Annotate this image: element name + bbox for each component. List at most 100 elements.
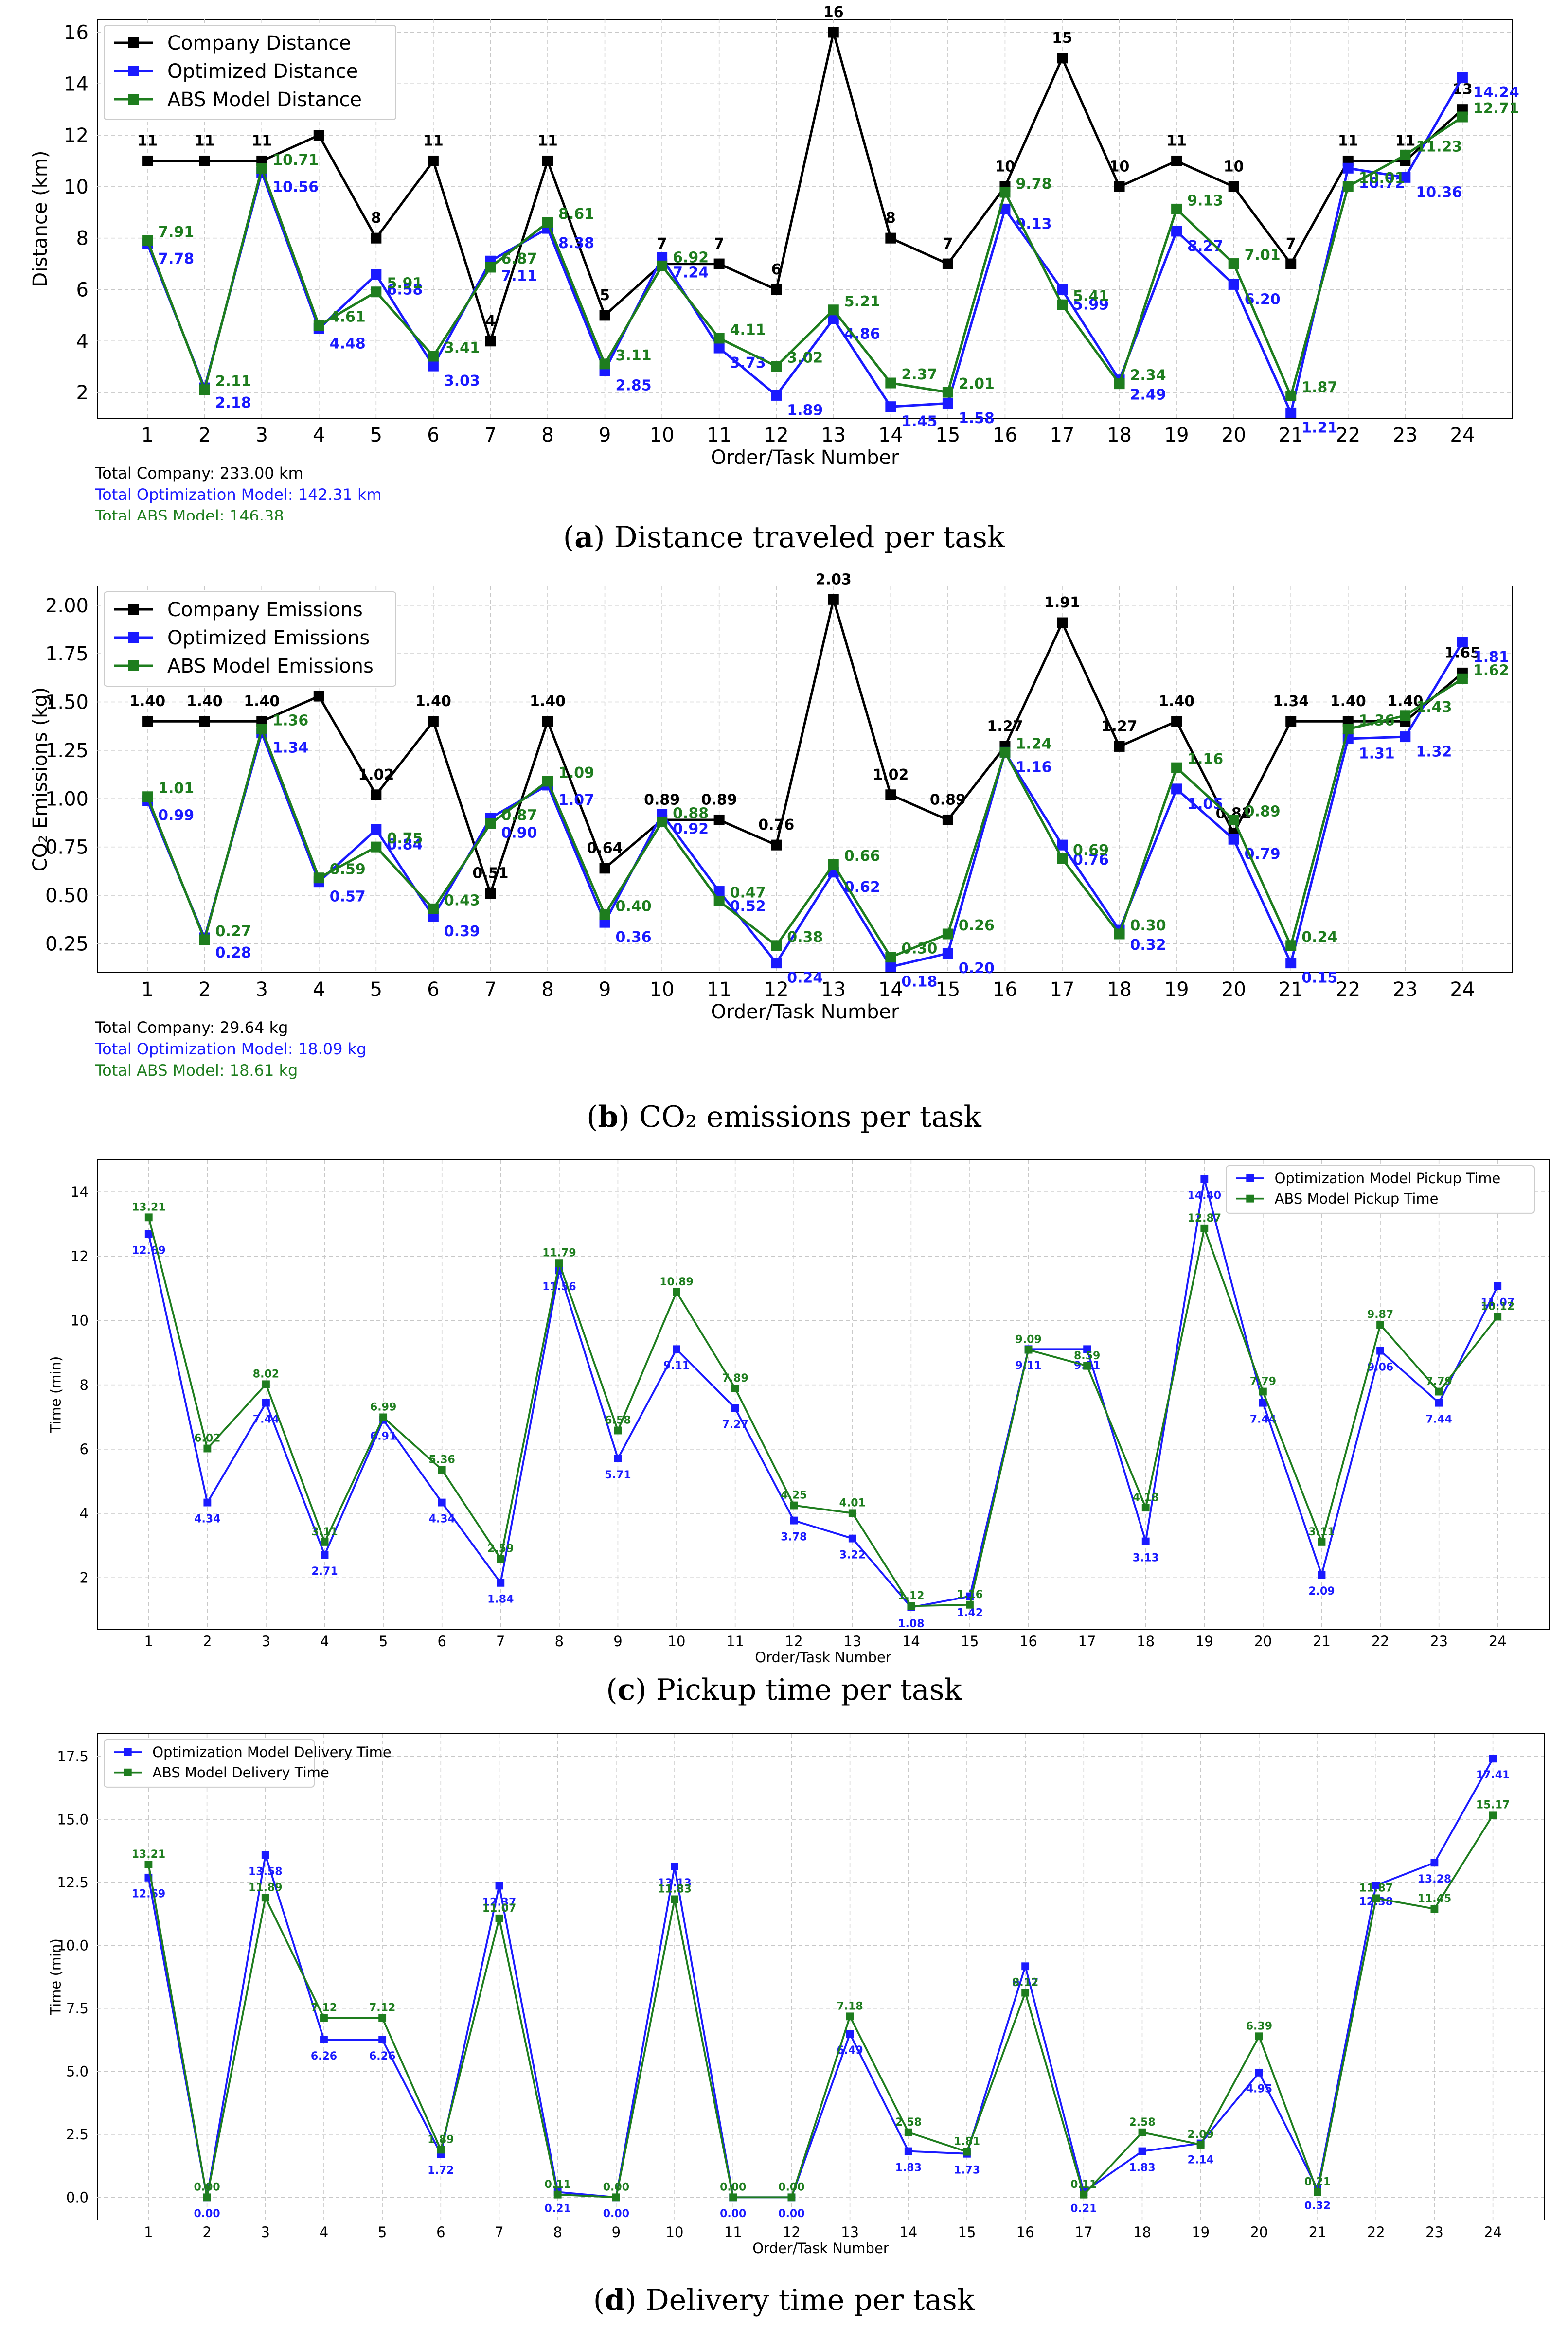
data-point — [371, 841, 382, 853]
y-tick-label: 10.0 — [57, 1937, 89, 1954]
data-label: 0.76 — [758, 817, 794, 834]
data-point — [771, 390, 782, 401]
data-label: 6.26 — [369, 2050, 395, 2062]
data-point — [942, 814, 953, 825]
data-label: 2.09 — [1308, 1585, 1335, 1598]
data-label: 12.87 — [1188, 1212, 1222, 1225]
data-label: 7 — [714, 235, 724, 252]
caption-d-letter: d — [605, 2283, 625, 2317]
data-label: 11.07 — [482, 1902, 517, 1915]
data-point — [1021, 1962, 1030, 1971]
data-point — [378, 2014, 387, 2022]
y-axis-label: Time (min) — [48, 1938, 64, 2016]
data-point — [657, 260, 668, 271]
plot-frame — [97, 1159, 1550, 1630]
data-point — [1342, 181, 1354, 192]
data-point — [771, 958, 782, 969]
y-tick-label: 1.75 — [45, 643, 89, 665]
data-point — [261, 1894, 269, 1902]
data-point — [371, 789, 382, 800]
legend-entry: ABS Model Distance — [167, 89, 362, 111]
data-point — [495, 1914, 503, 1922]
data-point — [1342, 162, 1354, 174]
data-point — [542, 155, 553, 166]
data-point — [256, 724, 267, 735]
data-point — [1285, 390, 1297, 401]
x-tick-label: 20 — [1221, 424, 1246, 446]
data-label: 0.36 — [616, 929, 652, 946]
data-label: 0.88 — [673, 805, 709, 822]
y-tick-label: 14 — [64, 73, 89, 95]
legend-entry: Company Distance — [167, 32, 351, 54]
legend-entry: Optimization Model Delivery Time — [152, 1744, 392, 1760]
x-tick-label: 4 — [320, 1633, 329, 1650]
data-point — [142, 235, 153, 246]
data-label: 0.89 — [701, 791, 737, 808]
data-label: 7.11 — [501, 267, 537, 284]
y-tick-label: 15.0 — [57, 1811, 89, 1828]
data-label: 10 — [1224, 158, 1244, 175]
data-point — [313, 320, 324, 331]
data-label: 7.79 — [1250, 1376, 1276, 1388]
data-label: 7.44 — [1426, 1414, 1452, 1426]
x-tick-label: 18 — [1133, 2224, 1151, 2240]
data-point — [256, 163, 267, 174]
data-point — [1457, 637, 1468, 648]
data-label: 11.87 — [1359, 1882, 1393, 1894]
x-tick-label: 3 — [255, 978, 267, 1001]
data-point — [614, 1455, 622, 1462]
data-label: 13.21 — [132, 1848, 166, 1861]
data-label: 11 — [537, 132, 558, 149]
data-point — [1057, 53, 1068, 64]
data-label: 5.99 — [1073, 297, 1109, 314]
data-label: 13.58 — [249, 1866, 283, 1878]
x-tick-label: 4 — [313, 978, 325, 1001]
data-label: 1.81 — [1473, 649, 1509, 666]
data-label: 1.34 — [1273, 693, 1309, 710]
data-point — [657, 252, 668, 263]
caption-d-text: Delivery time per task — [636, 2283, 975, 2317]
data-label: 0.62 — [844, 879, 880, 896]
data-label: 17.41 — [1476, 1769, 1510, 1781]
x-tick-label: 20 — [1221, 978, 1246, 1001]
data-point — [1138, 2147, 1146, 2155]
data-point — [428, 360, 439, 372]
data-point — [1083, 1362, 1091, 1370]
x-tick-label: 17 — [1078, 1633, 1096, 1650]
data-point — [1285, 716, 1297, 727]
panel-a: 2 4 6 8 10 12 14 16 1 2 3 4 5 6 7 8 9 10 11 12 13 14 15 16 17 18 1… — [0, 0, 1568, 525]
data-label: 1.42 — [957, 1607, 983, 1619]
y-tick-label: 0.0 — [66, 2189, 89, 2206]
data-label: 1.16 — [1016, 759, 1051, 776]
data-label: 1.89 — [787, 402, 823, 419]
x-tick-label: 8 — [553, 2224, 562, 2240]
data-point — [144, 1230, 153, 1238]
data-label: 7.44 — [253, 1414, 279, 1426]
data-label: 0.32 — [1304, 2200, 1331, 2212]
data-label: 1.01 — [158, 780, 194, 797]
data-point — [321, 1538, 329, 1546]
data-point — [885, 789, 896, 800]
series-line-0 — [147, 1179, 1498, 1609]
data-label: 0.00 — [720, 2181, 746, 2193]
x-tick-label: 2 — [202, 2224, 211, 2240]
data-point — [321, 1551, 329, 1559]
data-label: 1.43 — [1416, 699, 1452, 716]
data-label: 0.00 — [194, 2181, 220, 2193]
data-label: 1.24 — [1016, 735, 1051, 752]
x-tick-label: 17 — [1050, 424, 1075, 446]
data-point — [371, 269, 382, 280]
data-point — [1372, 1894, 1380, 1902]
y-tick-label: 0.50 — [45, 885, 89, 907]
data-label: 13.13 — [658, 1877, 692, 1889]
data-point — [485, 888, 496, 899]
data-point — [1285, 958, 1297, 969]
data-point — [1083, 1345, 1091, 1353]
data-point — [848, 1509, 856, 1517]
data-label: 0.89 — [1245, 803, 1281, 820]
data-point — [828, 594, 839, 605]
series-line-0 — [147, 32, 1463, 345]
data-point — [904, 2128, 912, 2136]
